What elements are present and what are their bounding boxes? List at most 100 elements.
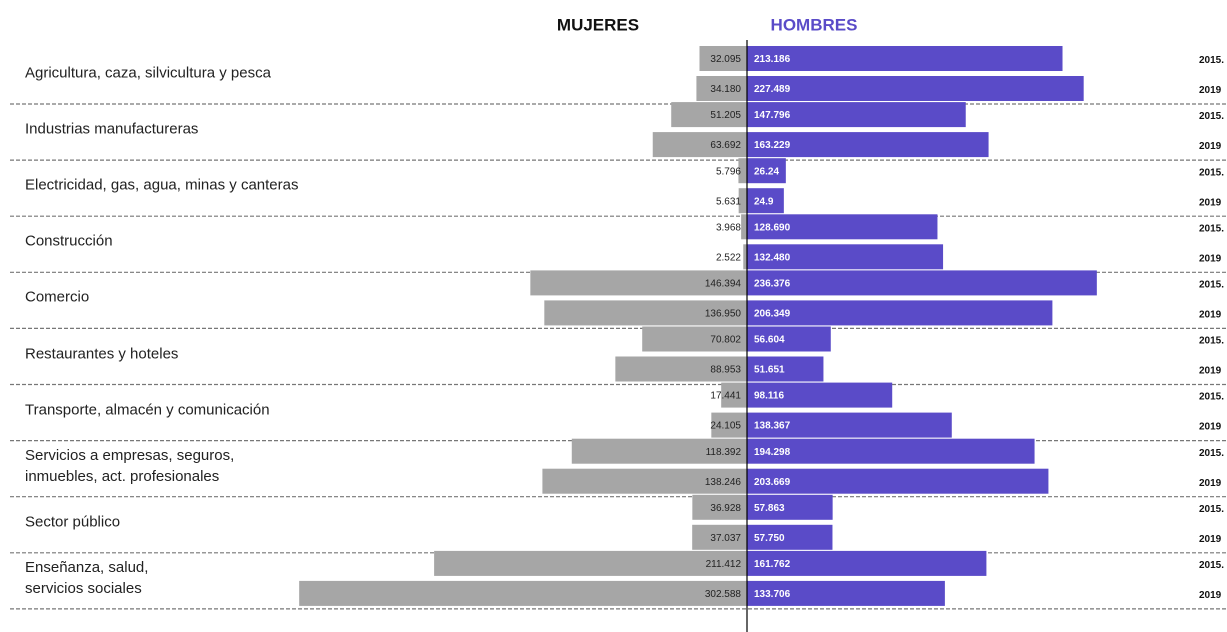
category-label: Restaurantes y hoteles bbox=[25, 345, 179, 362]
bar bbox=[747, 494, 833, 520]
year-label: 2015. bbox=[1199, 55, 1224, 66]
bar bbox=[747, 356, 824, 382]
value-label: 2.522 bbox=[716, 252, 741, 263]
bar bbox=[747, 326, 831, 352]
year-label: 2015. bbox=[1199, 280, 1224, 291]
bar bbox=[747, 76, 1084, 101]
value-label: 133.706 bbox=[754, 589, 791, 600]
bar bbox=[530, 270, 747, 296]
category-label: Servicios a empresas, seguros, inmuebles… bbox=[25, 446, 235, 485]
bar bbox=[571, 438, 747, 464]
value-label: 118.392 bbox=[706, 447, 742, 458]
bar bbox=[747, 438, 1035, 464]
bar bbox=[711, 412, 747, 438]
value-label: 51.651 bbox=[754, 365, 785, 376]
bar bbox=[696, 76, 747, 101]
bar bbox=[741, 214, 747, 240]
value-label: 36.928 bbox=[710, 503, 741, 514]
value-label: 206.349 bbox=[754, 309, 791, 320]
bar bbox=[747, 188, 784, 214]
year-label: 2015. bbox=[1199, 336, 1224, 347]
year-label: 2019 bbox=[1199, 310, 1222, 321]
year-label: 2015. bbox=[1199, 223, 1224, 234]
value-label: 88.953 bbox=[710, 365, 741, 376]
bar bbox=[747, 550, 987, 576]
bar bbox=[747, 412, 952, 438]
value-label: 56.604 bbox=[754, 335, 785, 346]
bar bbox=[642, 326, 747, 352]
value-label: 213.186 bbox=[754, 54, 791, 65]
bar bbox=[747, 382, 893, 408]
bar bbox=[738, 188, 747, 214]
value-label: 5.796 bbox=[716, 166, 741, 177]
bar bbox=[299, 580, 747, 606]
value-label: 34.180 bbox=[710, 84, 741, 95]
value-label: 147.796 bbox=[754, 110, 791, 121]
value-label: 57.750 bbox=[754, 533, 785, 544]
bar bbox=[692, 524, 747, 550]
value-label: 194.298 bbox=[754, 447, 791, 458]
value-label: 24.9 bbox=[754, 196, 774, 207]
value-label: 236.376 bbox=[754, 279, 791, 290]
value-label: 136.950 bbox=[705, 309, 742, 320]
bar bbox=[747, 580, 945, 606]
bar bbox=[721, 382, 747, 408]
value-label: 51.205 bbox=[710, 110, 741, 121]
year-label: 2019 bbox=[1199, 197, 1222, 208]
bar bbox=[699, 46, 747, 71]
value-label: 24.105 bbox=[710, 421, 741, 432]
year-label: 2015. bbox=[1199, 448, 1224, 459]
value-label: 70.802 bbox=[710, 335, 741, 346]
category-label: Comercio bbox=[25, 288, 90, 306]
value-label: 132.480 bbox=[754, 252, 791, 263]
category-label: Industrias manufactureras bbox=[25, 120, 199, 138]
value-label: 98.116 bbox=[754, 391, 784, 402]
bar bbox=[747, 300, 1053, 326]
year-label: 2015. bbox=[1199, 560, 1224, 571]
bar bbox=[692, 494, 747, 520]
category-label: Construcción bbox=[25, 232, 113, 250]
value-label: 17.441 bbox=[710, 391, 741, 402]
value-label: 302.588 bbox=[705, 589, 742, 600]
category-label: Agricultura, caza, silvicultura y pesca bbox=[25, 64, 271, 82]
bar bbox=[747, 158, 786, 184]
year-label: 2019 bbox=[1199, 366, 1222, 377]
bar bbox=[747, 214, 938, 240]
bar bbox=[542, 468, 747, 494]
bar bbox=[747, 244, 944, 270]
category-label: Transporte, almacén y comunicación bbox=[25, 401, 270, 419]
bar bbox=[747, 132, 989, 158]
year-label: 2019 bbox=[1199, 590, 1222, 601]
bar bbox=[544, 300, 747, 326]
bar bbox=[743, 244, 747, 270]
bar bbox=[747, 46, 1063, 71]
value-label: 161.762 bbox=[754, 559, 791, 570]
bar bbox=[671, 102, 747, 128]
right-title: HOMBRES bbox=[771, 15, 858, 34]
value-label: 3.968 bbox=[716, 222, 741, 233]
year-label: 2015. bbox=[1199, 504, 1224, 515]
value-label: 37.037 bbox=[710, 533, 741, 544]
year-label: 2019 bbox=[1199, 85, 1222, 96]
bar bbox=[747, 468, 1049, 494]
bar bbox=[747, 270, 1097, 296]
year-label: 2019 bbox=[1199, 422, 1222, 433]
value-label: 5.631 bbox=[716, 196, 741, 207]
value-label: 32.095 bbox=[710, 54, 741, 65]
category-label: Enseñanza, salud, servicios sociales bbox=[25, 558, 149, 597]
category-label: Electricidad, gas, agua, minas y cantera… bbox=[25, 176, 299, 194]
bar bbox=[652, 132, 747, 158]
year-label: 2015. bbox=[1199, 392, 1224, 403]
value-label: 26.24 bbox=[754, 166, 779, 177]
bar bbox=[747, 524, 833, 550]
year-label: 2015. bbox=[1199, 111, 1224, 122]
year-label: 2019 bbox=[1199, 478, 1222, 489]
year-label: 2015. bbox=[1199, 167, 1224, 178]
value-label: 57.863 bbox=[754, 503, 785, 514]
value-label: 211.412 bbox=[706, 559, 742, 570]
value-label: 128.690 bbox=[754, 222, 791, 233]
value-label: 63.692 bbox=[710, 140, 741, 151]
year-label: 2019 bbox=[1199, 253, 1222, 264]
